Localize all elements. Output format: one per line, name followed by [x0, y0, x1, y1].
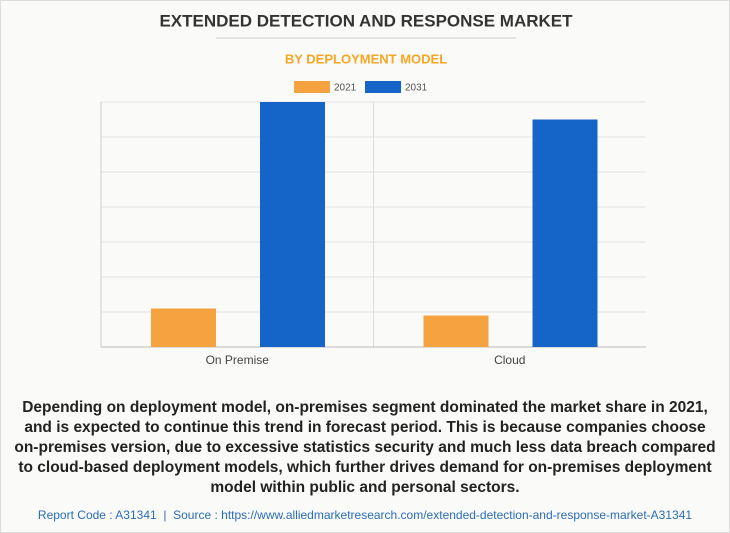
- legend-swatch: [294, 81, 330, 93]
- description: Depending on deployment model, on-premis…: [14, 399, 716, 496]
- bar: [423, 315, 489, 347]
- legend-label: 2031: [405, 83, 428, 94]
- chart: EXTENDED DETECTION AND RESPONSE MARKET B…: [100, 11, 646, 367]
- chart-subtitle: BY DEPLOYMENT MODEL: [285, 51, 447, 66]
- x-tick-label: Cloud: [494, 353, 525, 367]
- bar: [532, 119, 598, 347]
- bar: [260, 102, 325, 347]
- legend-swatch: [365, 81, 401, 93]
- x-tick-label: On Premise: [206, 353, 270, 367]
- legend-label: 2021: [334, 83, 357, 94]
- bar: [151, 308, 216, 347]
- chart-title: EXTENDED DETECTION AND RESPONSE MARKET: [159, 11, 573, 30]
- footer: Report Code : A31341 | Source : https://…: [37, 508, 693, 522]
